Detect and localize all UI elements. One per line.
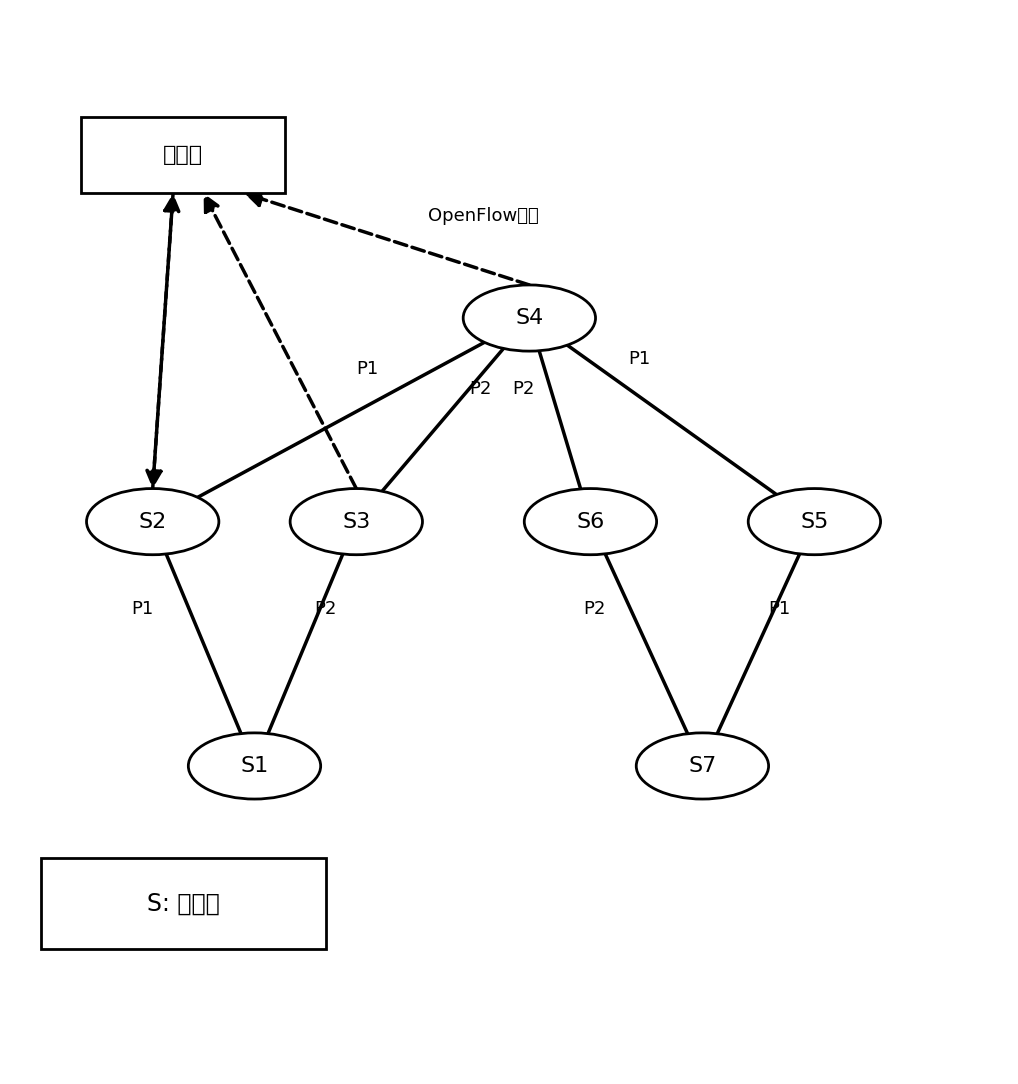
- Text: P2: P2: [469, 380, 492, 398]
- FancyBboxPatch shape: [41, 857, 326, 950]
- Text: P2: P2: [583, 601, 606, 618]
- FancyBboxPatch shape: [81, 117, 285, 193]
- Text: S7: S7: [688, 756, 717, 776]
- Text: S1: S1: [240, 756, 269, 776]
- Ellipse shape: [188, 733, 321, 799]
- Text: 控制器: 控制器: [163, 145, 204, 165]
- Text: P2: P2: [512, 380, 534, 398]
- Text: S5: S5: [800, 512, 829, 531]
- Text: S6: S6: [576, 512, 605, 531]
- Text: OpenFlow协议: OpenFlow协议: [428, 207, 539, 225]
- Text: P1: P1: [356, 360, 378, 378]
- Ellipse shape: [290, 489, 422, 555]
- Ellipse shape: [748, 489, 881, 555]
- Ellipse shape: [87, 489, 219, 555]
- Text: S2: S2: [138, 512, 167, 531]
- Text: S3: S3: [342, 512, 371, 531]
- Text: S4: S4: [515, 308, 544, 328]
- Text: P1: P1: [131, 601, 154, 618]
- Ellipse shape: [524, 489, 657, 555]
- Ellipse shape: [463, 285, 596, 351]
- Text: P2: P2: [315, 601, 337, 618]
- Text: P1: P1: [628, 350, 651, 367]
- Ellipse shape: [636, 733, 769, 799]
- Text: S: 交换机: S: 交换机: [147, 891, 220, 915]
- Text: P1: P1: [769, 601, 791, 618]
